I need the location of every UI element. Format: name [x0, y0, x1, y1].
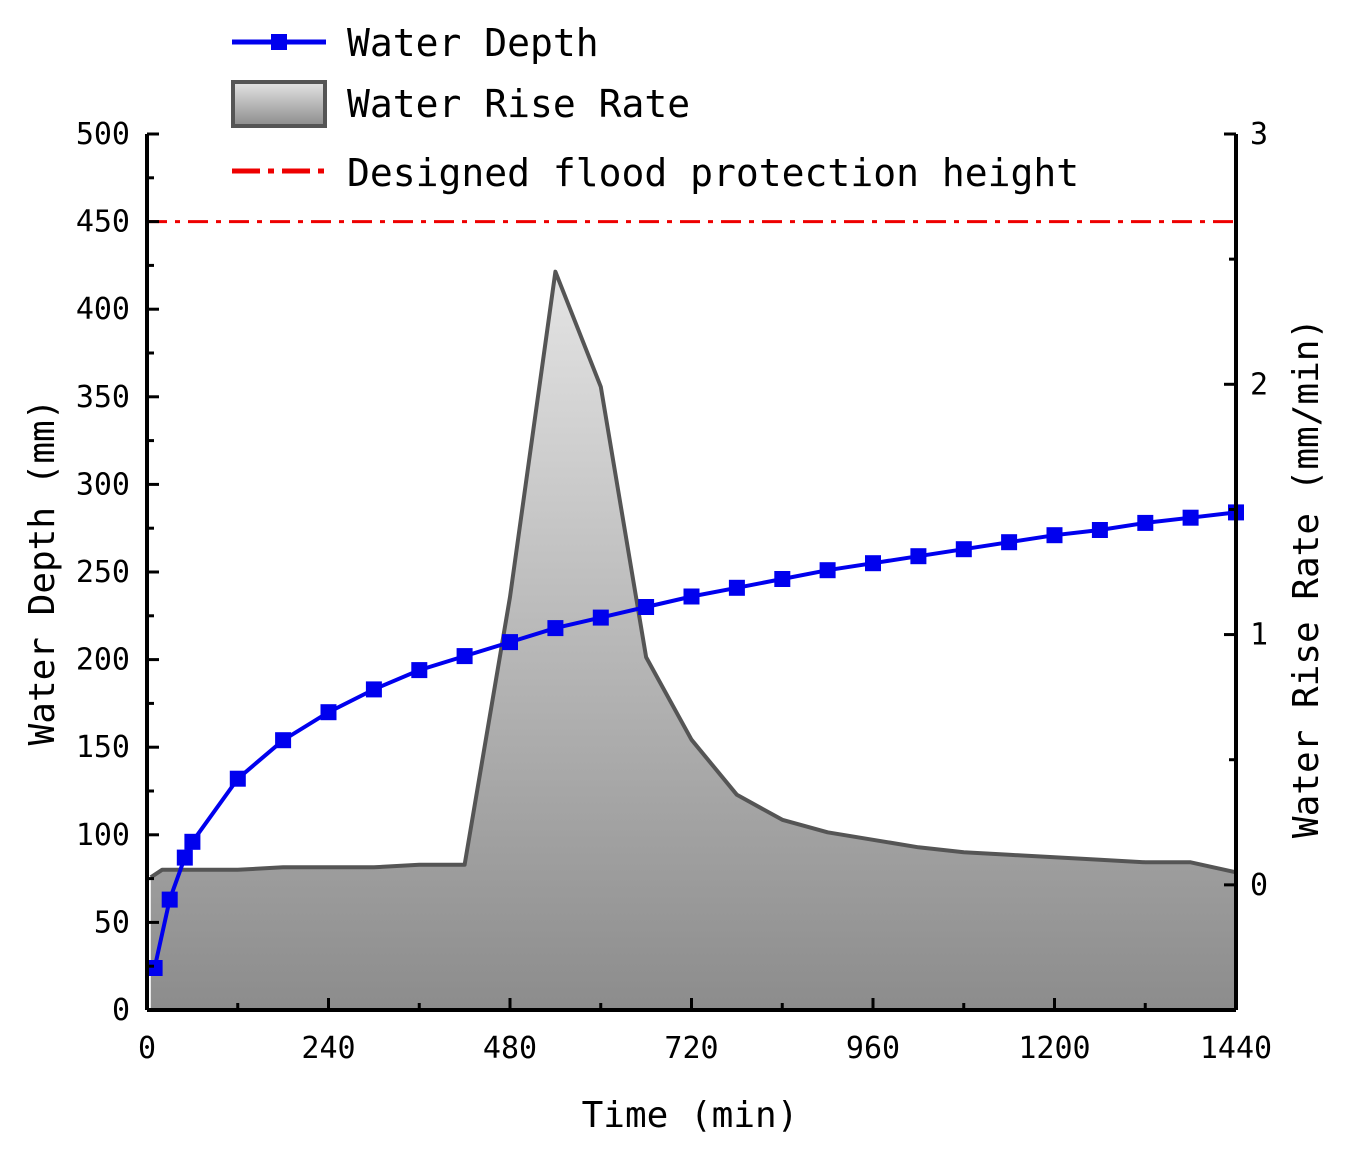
- water-depth-point: [1001, 534, 1018, 551]
- water-depth-point: [1182, 509, 1199, 526]
- water-depth-point: [161, 891, 178, 908]
- water-depth-point: [774, 571, 791, 587]
- water-depth-point: [638, 599, 655, 615]
- legend-swatch-water-rise-rate: [231, 80, 327, 128]
- water-depth-point: [1046, 527, 1063, 544]
- right-axis-title: Water Rise Rate (mm/min): [1286, 318, 1327, 838]
- water-depth-point: [411, 662, 428, 679]
- water-depth-point: [955, 541, 972, 558]
- y-left-tick-label: 350: [76, 380, 130, 415]
- water-depth-series: [146, 504, 1244, 976]
- water-depth-point: [592, 609, 609, 626]
- y-left-tick-label: 50: [94, 905, 130, 940]
- water-depth-point: [1137, 514, 1154, 531]
- water-rise-rate-series: [149, 269, 1237, 1010]
- water-depth-point: [146, 960, 163, 976]
- water-depth-point: [683, 588, 700, 605]
- water-depth-point: [502, 634, 518, 651]
- x-tick-label: 480: [483, 1031, 537, 1066]
- y-left-tick-label: 450: [76, 205, 130, 240]
- water-depth-point: [320, 704, 337, 721]
- y-left-tick-label: 500: [76, 117, 130, 152]
- x-tick-label: 240: [301, 1031, 355, 1066]
- y-left-tick-label: 100: [76, 818, 130, 853]
- y-left-tick-label: 400: [76, 292, 130, 327]
- legend-marker-water-depth: [271, 34, 287, 50]
- water-depth-point: [176, 849, 193, 866]
- legend-label-water-depth: Water Depth: [347, 21, 599, 65]
- water-depth-point: [229, 770, 246, 787]
- x-tick-label: 960: [846, 1031, 900, 1066]
- y-left-tick-label: 200: [76, 643, 130, 678]
- water-depth-point: [275, 732, 292, 749]
- y-right-tick-label: 1: [1250, 618, 1268, 653]
- water-depth-point: [1091, 522, 1108, 538]
- water-depth-point: [184, 833, 201, 850]
- water-depth-point: [365, 681, 382, 698]
- x-tick-label: 720: [664, 1031, 718, 1066]
- legend-label-water-rise-rate: Water Rise Rate: [347, 82, 690, 126]
- y-right-tick-label: 0: [1250, 868, 1268, 903]
- axis-ticks: 0 240 480 720 960 1200 1440 0 50 100 150 200 250 300 3…: [76, 117, 1272, 1066]
- x-tick-label: 1440: [1200, 1031, 1272, 1066]
- y-left-tick-label: 250: [76, 555, 130, 590]
- water-depth-point: [865, 555, 881, 572]
- y-left-tick-label: 300: [76, 467, 130, 502]
- x-tick-label: 1200: [1018, 1031, 1090, 1066]
- x-axis-title: Time (min): [582, 1095, 799, 1136]
- water-rise-rate-outline: [149, 269, 1237, 879]
- y-right-tick-label: 2: [1250, 367, 1268, 402]
- y-left-tick-label: 0: [112, 993, 130, 1028]
- y-left-tick-label: 150: [76, 730, 130, 765]
- water-depth-point: [547, 620, 564, 637]
- water-depth-point: [728, 579, 745, 596]
- water-depth-point: [819, 562, 836, 579]
- water-depth-point: [910, 548, 927, 565]
- y-right-tick-label: 3: [1250, 117, 1268, 152]
- water-rise-rate-area: [150, 271, 1236, 1010]
- water-depth-point: [456, 648, 473, 665]
- x-tick-label: 0: [138, 1031, 156, 1066]
- legend-label-flood-height: Designed flood protection height: [347, 151, 1079, 195]
- left-axis-title: Water Depth (mm): [22, 399, 63, 746]
- legend: Water Depth Water Rise Rate Designed flo…: [231, 21, 1079, 195]
